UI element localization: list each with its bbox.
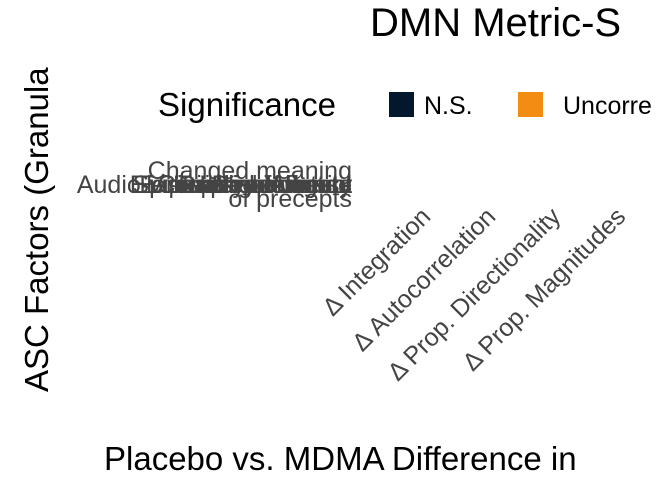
- legend-key-ns: [389, 92, 414, 117]
- legend-label-ns: N.S.: [424, 92, 473, 120]
- y-tick-label: Complex imagery: [157, 171, 352, 199]
- legend-key-uncorrected: [518, 92, 543, 117]
- legend-label-uncorrected: Uncorre: [563, 92, 652, 120]
- legend: Significance N.S. Uncorre: [158, 86, 652, 123]
- y-tick-label: Spiritual experience: [132, 171, 352, 199]
- y-tick-label: Experience of unity: [139, 171, 352, 199]
- y-tick-label: Impaired control: [173, 171, 352, 199]
- y-tick-label: Anxiety: [270, 171, 352, 199]
- chart-title: DMN Metric-S: [370, 1, 621, 45]
- y-tick-label: Blissful state: [212, 171, 352, 199]
- y-tick-label: Elementary imagery: [130, 171, 353, 199]
- legend-title: Significance: [158, 86, 336, 123]
- x-axis-title: Placebo vs. MDMA Difference in: [104, 440, 577, 477]
- y-tick-label: Insightfulness: [199, 171, 352, 199]
- y-axis-title: ASC Factors (Granula: [18, 67, 55, 392]
- y-tick-label: Changed meaning of precepts: [148, 157, 352, 213]
- y-tick-label: Audio-visual synesthesia: [77, 171, 352, 199]
- y-tick-label: Disembodiment: [178, 171, 352, 199]
